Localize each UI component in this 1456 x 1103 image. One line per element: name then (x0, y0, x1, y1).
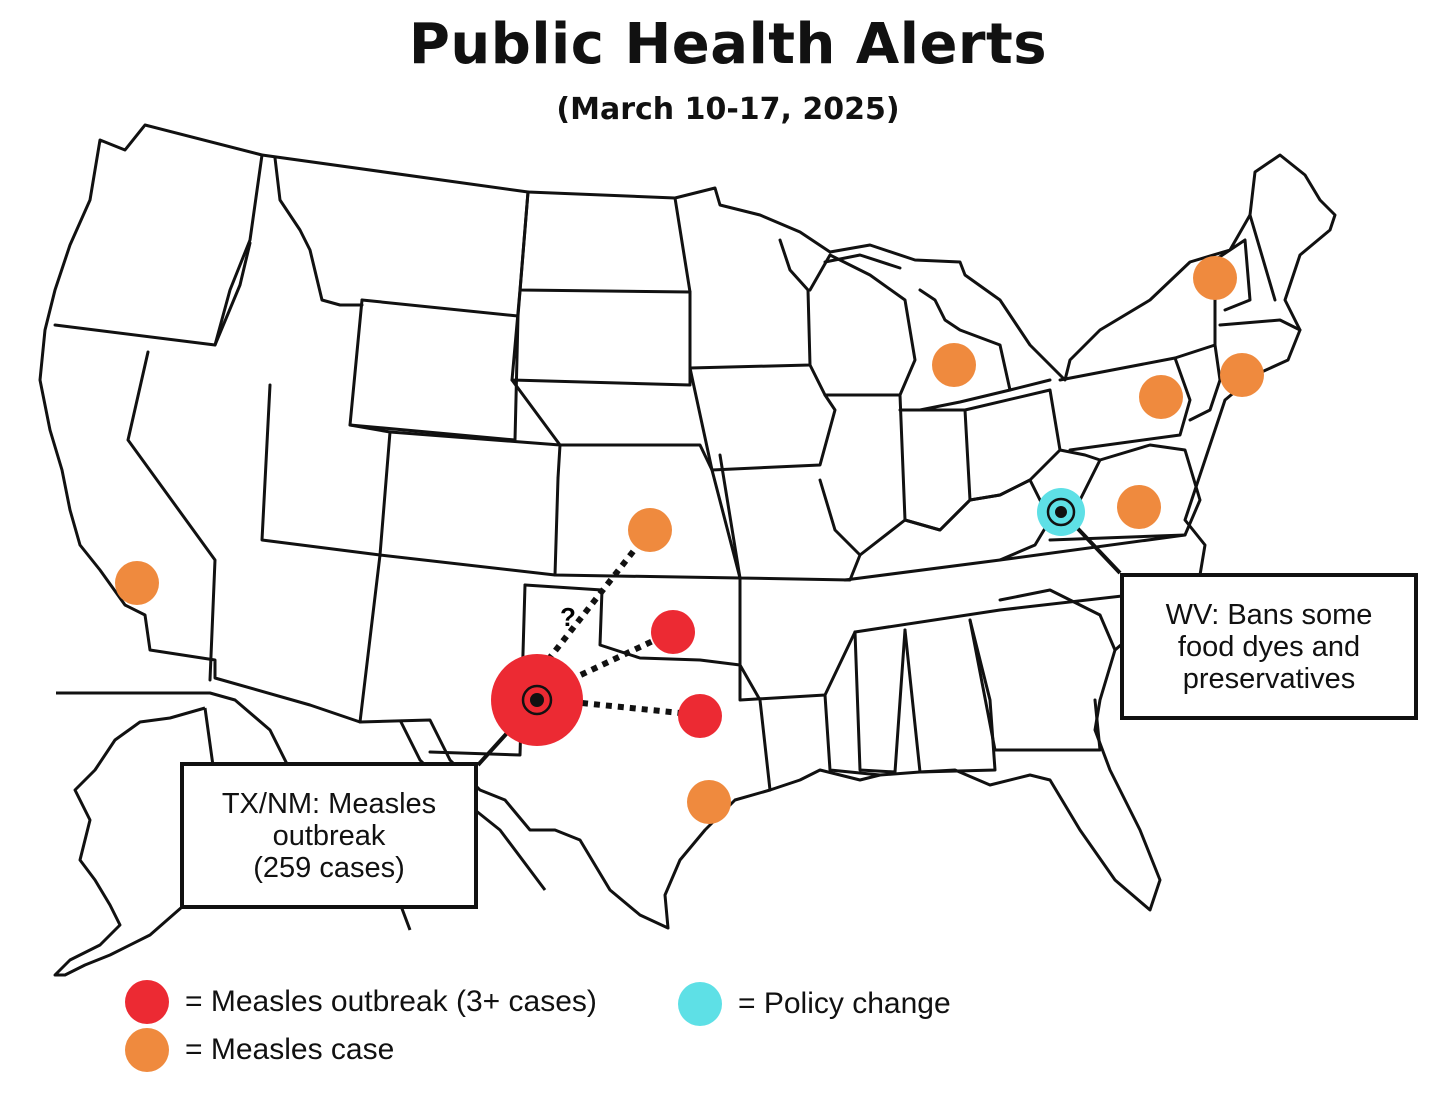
us-outline (38, 123, 1337, 930)
wv-callout-line-2: food dyes and (1177, 630, 1361, 663)
marker-tx-nm-ring-outer (521, 684, 553, 716)
marker-texas-north[interactable] (678, 694, 722, 738)
marker-wv-dot (1055, 506, 1067, 518)
page-title: Public Health Alerts (408, 12, 1048, 77)
legend-outbreak: = Measles outbreak (3+ cases) (125, 980, 597, 1024)
wv-callout: WV: Bans some food dyes and preservative… (1120, 573, 1418, 720)
marker-virginia[interactable] (1117, 485, 1161, 529)
marker-tx-nm-dot (530, 693, 544, 707)
tx-callout-line-2: outbreak (272, 819, 386, 852)
legend-case-label: = Measles case (185, 1033, 395, 1066)
marker-new-jersey[interactable] (1220, 353, 1264, 397)
markers (115, 256, 1264, 824)
legend-case: = Measles case (125, 1028, 394, 1072)
legend-policy-swatch (678, 982, 722, 1026)
link-to-kansas (545, 528, 653, 662)
legend-policy-label: = Policy change (738, 987, 951, 1020)
marker-pennsylvania[interactable] (1139, 375, 1183, 419)
marker-oklahoma[interactable] (651, 610, 695, 654)
tx-callout-line-1: TX/NM: Measles (221, 787, 437, 820)
marker-kansas[interactable] (628, 508, 672, 552)
legend-outbreak-label: = Measles outbreak (3+ cases) (185, 985, 597, 1018)
legend-outbreak-swatch (125, 980, 169, 1024)
wv-callout-line-3: preservatives (1182, 662, 1356, 695)
page-subtitle: (March 10-17, 2025) (556, 92, 900, 127)
marker-texas-houston[interactable] (687, 780, 731, 824)
legend-case-swatch (125, 1028, 169, 1072)
marker-california[interactable] (115, 561, 159, 605)
legend-policy: = Policy change (678, 982, 951, 1026)
marker-vermont[interactable] (1193, 256, 1237, 300)
tx-callout-line-3: (259 cases) (253, 851, 405, 884)
marker-wv-ring (1046, 497, 1076, 527)
state-outlines (38, 123, 1337, 930)
uncertain-link-label: ? (560, 602, 576, 632)
wv-callout-line-1: WV: Bans some (1165, 598, 1373, 631)
marker-michigan[interactable] (932, 343, 976, 387)
tx-nm-callout: TX/NM: Measles outbreak (259 cases) (180, 762, 478, 909)
